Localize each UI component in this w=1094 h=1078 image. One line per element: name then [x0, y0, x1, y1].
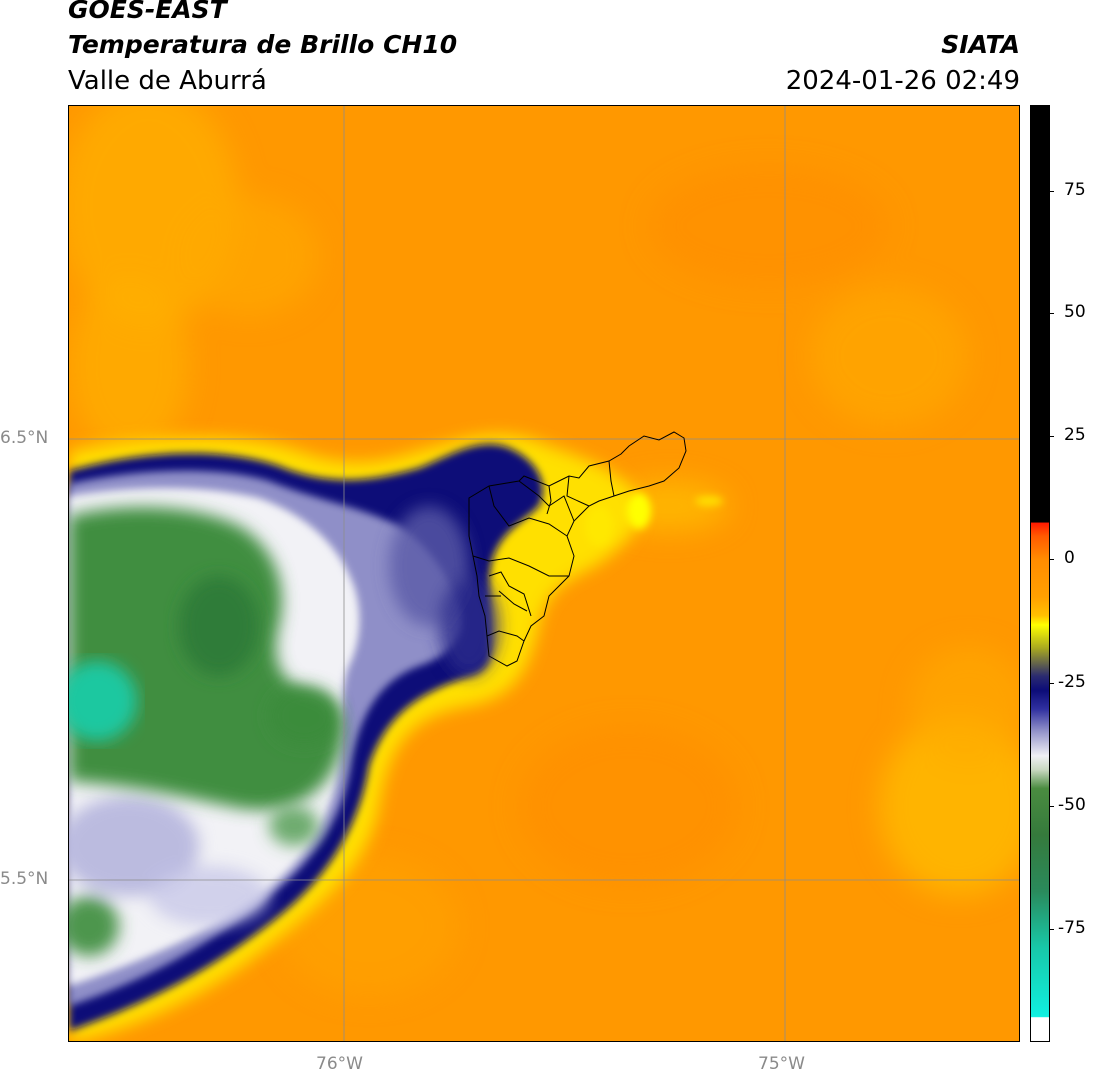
cloud-mottling [69, 506, 499, 956]
cloud-teal-coldest [69, 661, 137, 741]
lon-label-75: 75°W [758, 1054, 805, 1074]
lat-label-5-5: 5.5°N [0, 869, 49, 889]
colorbar-tick-0: 0 [1064, 548, 1075, 568]
colorbar-tick-75: 75 [1064, 180, 1086, 200]
colorbar-tick-25: 25 [1064, 425, 1086, 445]
colorbar-tick-minus-25: -25 [1058, 672, 1086, 692]
colorbar-tick-minus-50: -50 [1058, 795, 1086, 815]
lat-label-6-5: 6.5°N [0, 428, 49, 448]
colorbar-tick-50: 50 [1064, 302, 1086, 322]
valle-de-aburra-boundaries [468, 431, 687, 667]
region-title: Valle de Aburrá [68, 66, 267, 96]
lon-label-76: 76°W [316, 1054, 363, 1074]
brightness-temperature-field [69, 106, 1019, 1041]
datetime-title: 2024-01-26 02:49 [785, 66, 1020, 96]
product-title: Temperatura de Brillo CH10 [68, 30, 458, 59]
satellite-title: GOES-EAST [68, 0, 227, 24]
east-yellow-spots [585, 493, 723, 546]
agency-title: SIATA [941, 30, 1020, 59]
cloud-green-spots [179, 576, 339, 846]
colorbar [1030, 105, 1050, 1042]
warm-variations [69, 106, 1019, 996]
satellite-map[interactable] [68, 105, 1020, 1042]
map-gridlines [69, 106, 1019, 1041]
colorbar-tick-minus-75: -75 [1058, 918, 1086, 938]
